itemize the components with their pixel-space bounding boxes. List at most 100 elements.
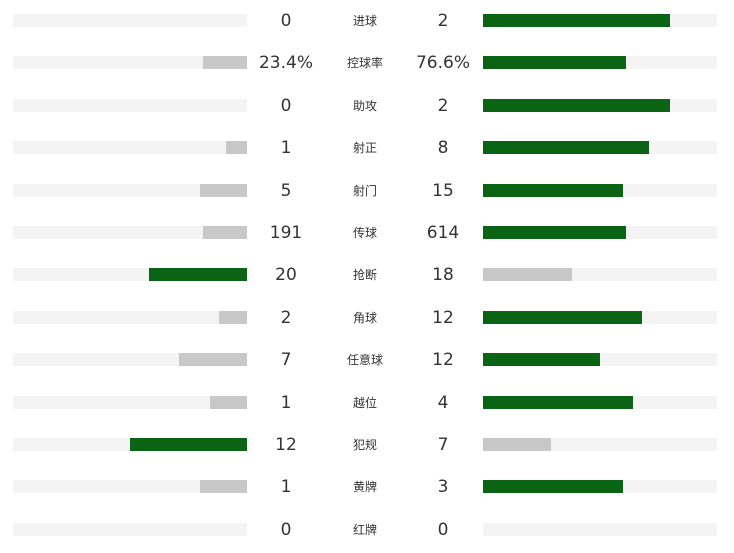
home-bar-track [13,310,247,324]
home-value: 0 [280,11,292,31]
home-bar-fill [200,183,247,197]
away-bar-track [483,98,717,112]
stat-label: 越位 [352,395,377,410]
away-bar-fill [483,438,551,451]
away-bar-track [483,268,717,282]
away-value: 12 [432,307,454,328]
home-bar-track [13,183,247,197]
stat-label: 射门 [352,183,377,198]
away-bar-track [483,522,717,536]
stat-label: 任意球 [346,353,383,368]
stat-row: 0 红牌 0 [0,509,734,551]
stat-row: 1 黄牌 3 [0,466,734,508]
stat-label: 助攻 [352,98,377,113]
away-value: 18 [432,265,454,286]
home-bar-fill [209,395,247,409]
stat-label: 抢断 [352,268,377,283]
away-bar-track [483,56,717,70]
away-bar-track [483,226,717,239]
home-bar-track [13,226,247,239]
stat-row: 20 抢断 18 [0,254,734,296]
home-value: 191 [269,223,303,243]
away-bar-fill [483,480,624,494]
away-bar-fill [483,395,633,409]
stat-label: 进球 [352,14,377,28]
stat-row: 23.4% 控球率 76.6% [0,42,734,84]
away-bar-fill [483,353,600,367]
away-value: 8 [437,138,449,159]
home-value: 20 [275,265,297,286]
stat-row: 5 射门 15 [0,170,734,212]
away-value: 3 [437,477,449,498]
home-value: 1 [280,392,292,413]
away-value: 4 [437,392,449,413]
away-bar-track [483,310,717,324]
stat-row: 12 犯规 7 [0,424,734,466]
home-value: 23.4% [258,53,313,74]
home-value: 0 [280,519,292,540]
home-bar-track [13,395,247,409]
stat-row: 1 射正 8 [0,127,734,169]
home-bar-track [13,56,247,70]
away-value: 12 [432,350,454,371]
home-value: 7 [280,350,292,371]
stat-row: 191 传球 614 [0,212,734,254]
home-value: 1 [280,138,292,159]
home-bar-track [13,268,247,282]
stat-label: 角球 [352,310,377,325]
home-bar-fill [130,438,247,451]
home-value: 2 [280,307,292,328]
away-value: 15 [432,180,454,201]
stat-label: 红牌 [352,522,377,537]
away-bar-track [483,353,717,367]
stat-row: 7 任意球 12 [0,339,734,381]
away-bar-track [483,438,717,451]
home-value: 12 [275,435,297,455]
stat-label: 犯规 [352,438,377,452]
stat-row: 2 角球 12 [0,297,734,339]
home-bar-track [13,438,247,451]
away-bar-fill [483,98,671,112]
home-bar-fill [202,226,247,239]
away-value: 76.6% [415,53,470,74]
home-bar-fill [202,56,247,70]
home-bar-fill [200,480,247,494]
away-bar-track [483,480,717,494]
home-bar-fill [218,310,247,324]
away-bar-fill [483,183,624,197]
away-bar-track [483,14,717,27]
home-value: 0 [280,95,292,116]
home-value: 5 [280,180,292,201]
away-bar-track [483,395,717,409]
home-bar-track [13,14,247,27]
home-bar-track [13,98,247,112]
home-bar-track [13,353,247,367]
stat-row: 0 进球 2 [0,0,734,42]
away-value: 2 [437,11,449,31]
home-value: 1 [280,477,292,498]
stat-label: 射正 [352,141,377,156]
home-bar-track [13,141,247,155]
stat-row: 1 越位 4 [0,382,734,424]
away-bar-fill [483,56,626,70]
home-bar-fill [179,353,247,367]
home-bar-fill [148,268,247,282]
home-bar-track [13,522,247,536]
away-bar-fill [483,310,643,324]
away-bar-fill [483,268,572,282]
home-bar-fill [225,141,247,155]
stat-label: 控球率 [346,56,383,71]
stat-label: 黄牌 [352,480,377,495]
away-bar-fill [483,141,650,155]
away-value: 2 [437,95,449,116]
stat-label: 传球 [352,226,377,240]
away-value: 0 [437,519,449,540]
away-value: 7 [437,435,449,455]
away-value: 614 [426,223,460,243]
away-bar-track [483,183,717,197]
away-bar-fill [483,226,626,239]
home-bar-track [13,480,247,494]
away-bar-track [483,141,717,155]
away-bar-fill [483,14,671,27]
